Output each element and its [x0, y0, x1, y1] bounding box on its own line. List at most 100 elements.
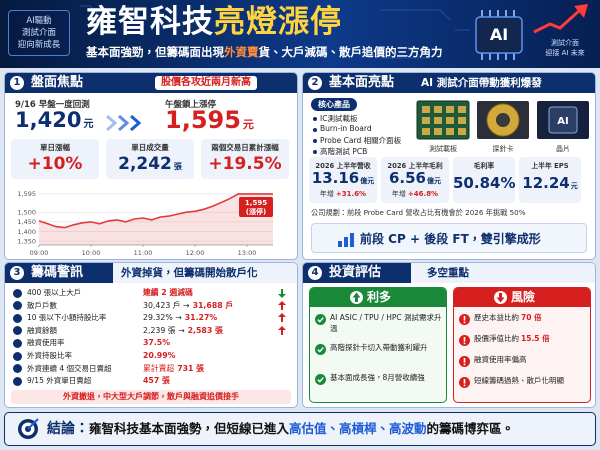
row-to: 731 張: [177, 363, 204, 373]
title: 雍智科技亮燈漲停: [86, 2, 342, 42]
row-icon: [13, 301, 22, 311]
probe-core: [496, 113, 510, 127]
section-title-bar: [303, 263, 411, 283]
section-title: 盤面焦點: [31, 75, 84, 90]
metric-unit: 元: [570, 182, 578, 190]
check-circle: [315, 314, 326, 325]
panel-header: [310, 288, 446, 307]
row-label: 外資持股比率: [27, 351, 72, 360]
bear-text: 融資使用率偏高: [474, 355, 527, 364]
growth-label: 年增: [391, 190, 406, 198]
board-pad: [422, 117, 430, 124]
check-icon: [315, 374, 326, 385]
row-icon: [13, 351, 22, 361]
row-value: 2,239 張 → 2,583 張: [143, 325, 223, 337]
row-to: 37.5%: [143, 338, 171, 348]
row-value: 37.5%: [143, 337, 170, 349]
subtitle-highlight: 外資賣: [224, 45, 259, 59]
stat-value: 2,242 張: [106, 154, 194, 174]
circuit-trace: [80, 5, 101, 17]
warning-dot: [463, 363, 466, 366]
side-note-line: 測試介面: [551, 39, 579, 47]
board-pad: [434, 117, 442, 124]
warning-icon: [459, 356, 470, 367]
header: AI驅動 測試介面 迎向新成長 雍智科技亮燈漲停 基本面強勁，但籌碼面出現外資賣貨、大戶…: [0, 0, 600, 68]
board-pad: [434, 106, 442, 113]
target-dart: [27, 418, 39, 430]
arrow-tip: [278, 294, 286, 298]
product-images: AI: [416, 100, 589, 140]
section: 2 基本面亮點 AI 測試介面帶動獲利爆發 核心產品 IC測試載板 Burn-in Boa…: [302, 72, 596, 260]
row-value: 連續 2 週減碼: [143, 287, 193, 299]
y-tick-label: 1,350: [17, 237, 36, 245]
board-pad: [422, 106, 430, 113]
subtitle-text: 貨、大戶減碼、散戶追價的三方角力: [258, 45, 443, 59]
chip-image-label: AI: [557, 116, 568, 127]
row-from: 2,239 張 →: [143, 325, 185, 335]
stat-number: +19.5%: [208, 154, 282, 174]
metric-label: 毛利率: [473, 162, 495, 170]
bullet: [313, 139, 317, 143]
panel: 風險 歷史本益比約 70 倍股價淨值比約 15.5 倍融資使用率偏高 短線籌碼過熱、散戶…: [453, 287, 591, 403]
section-number: 1: [10, 76, 24, 90]
metric-value: 6.56億元: [381, 169, 449, 187]
trend-arrow: [278, 289, 286, 298]
section-title-bar: [5, 73, 113, 93]
bull-item: AI ASIC / TPU / HPC 測試需求升溫: [330, 313, 442, 333]
metric-box: 上半年 EPS 12.24元: [519, 157, 581, 203]
metric-label: 2026 上半年毛利: [387, 162, 443, 170]
metric-value: 13.16億元: [309, 169, 377, 187]
section-title: 投資評估: [329, 265, 382, 280]
chip-label: AI: [490, 25, 508, 44]
subtitle: 基本面強勁，但籌碼面出現外資賣貨、大戶減碼、散戶追價的三方角力: [86, 44, 443, 60]
warning-bar: [463, 316, 466, 321]
stat-box: 單日成交量 2,242 張: [106, 139, 194, 179]
bull-item: 高階探針卡切入帶動獲利躍升: [330, 343, 428, 352]
x-tick-label: 11:00: [134, 249, 153, 257]
annotation-box: [239, 197, 273, 217]
bear-value: 70 倍: [521, 313, 542, 322]
check-circle: [315, 374, 326, 385]
metric-number: 6.56: [388, 169, 426, 187]
row-value: 累計賣超 731 張: [143, 363, 204, 375]
row-label: 融資餘額: [27, 325, 57, 335]
arrow-tip: [278, 300, 286, 305]
section: 4 投資評估 多空重點 利多 AI ASIC / TPU / HPC 測試需求升溫 高階探…: [302, 262, 596, 408]
row-icon: [13, 364, 22, 374]
stat-number: +10%: [27, 154, 83, 174]
chip-icon: AI: [475, 10, 523, 60]
banner-bar: [338, 241, 342, 247]
check-icon: [315, 314, 326, 325]
bear-text: 股價淨值比約: [474, 334, 519, 343]
metric-number: 12.24: [522, 174, 570, 192]
row-value: 29.32% → 31.27%: [143, 312, 217, 324]
y-tick-label: 1,595: [17, 190, 36, 198]
stat-value: +10%: [11, 154, 99, 174]
x-tick-label: 13:00: [238, 249, 257, 257]
rising-arrow: [533, 4, 588, 34]
section: 1 盤面焦點 股價各攻近兩月新高 9/16 早盤一度回測 1,420 元午盤鎖上漲停 1,5…: [4, 72, 298, 260]
conclusion-highlight: 高估值、高槓桿、高波動: [289, 421, 427, 436]
row-to: 31.27%: [184, 313, 218, 323]
panel: 利多 AI ASIC / TPU / HPC 測試需求升溫 高階探針卡切入帶動獲利躍…: [309, 287, 447, 403]
x-tick-label: 09:00: [30, 249, 49, 257]
row-to: 2,583 張: [187, 325, 223, 335]
metric-box: 2026 上半年營收 13.16億元 年增 +31.6%: [309, 157, 377, 203]
section-tag: 外資掉貨，但籌碼開始散戶化: [121, 267, 258, 279]
badge-line: AI驅動: [26, 16, 52, 26]
products-title: 核心產品: [311, 98, 357, 111]
panel-icon: [494, 291, 507, 304]
low-label: 9/16 早盤一度回測: [15, 100, 90, 110]
price-value: 1,595: [165, 106, 241, 134]
row-from: 累計賣超: [143, 363, 175, 373]
product-item: Probe Card 相關介面板: [320, 136, 402, 145]
metric-unit: 億元: [360, 177, 375, 185]
stat-value: +19.5%: [201, 154, 289, 174]
trend-arrow: [278, 325, 286, 335]
row-from: 29.32% →: [143, 313, 182, 323]
row-label: 10 張以下小額持股比率: [27, 313, 107, 323]
row-value: 30,423 戶 → 31,688 戶: [143, 300, 233, 312]
y-tick-label: 1,400: [17, 228, 36, 236]
